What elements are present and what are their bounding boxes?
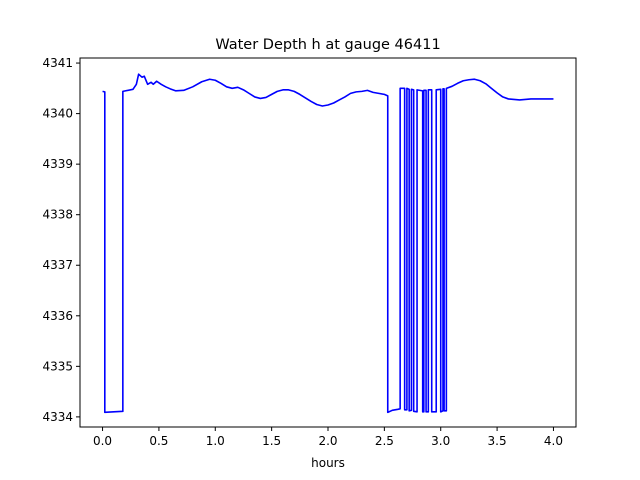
y-tick-label: 4335: [42, 359, 73, 373]
y-tick-label: 4341: [42, 56, 73, 70]
x-tick-label: 4.0: [544, 434, 563, 448]
y-tick-label: 4339: [42, 157, 73, 171]
y-tick-label: 4336: [42, 309, 73, 323]
x-tick-label: 3.0: [431, 434, 450, 448]
x-tick-label: 1.0: [206, 434, 225, 448]
y-tick-label: 4337: [42, 258, 73, 272]
y-tick-label: 4340: [42, 107, 73, 121]
x-tick-label: 3.5: [488, 434, 507, 448]
series-line-0: [102, 73, 554, 414]
x-axis-label: hours: [311, 456, 345, 470]
x-tick-label: 2.0: [318, 434, 337, 448]
x-tick-label: 1.5: [262, 434, 281, 448]
y-tick-label: 4338: [42, 208, 73, 222]
y-tick-label: 4334: [42, 410, 73, 424]
x-tick-label: 2.5: [375, 434, 394, 448]
plot-area: [79, 57, 577, 428]
x-tick-label: 0.0: [93, 434, 112, 448]
x-axis: 0.0 0.5 1.0 1.5 2.0 2.5 3.0 3.5 4.0: [93, 427, 563, 448]
chart-title: Water Depth h at gauge 46411: [215, 37, 440, 53]
series-layer: [102, 73, 554, 414]
y-axis: 4334 4335 4336 4337 4338 4339 4340 4341: [42, 56, 80, 424]
x-tick-label: 0.5: [149, 434, 168, 448]
axes-background: [80, 58, 576, 427]
